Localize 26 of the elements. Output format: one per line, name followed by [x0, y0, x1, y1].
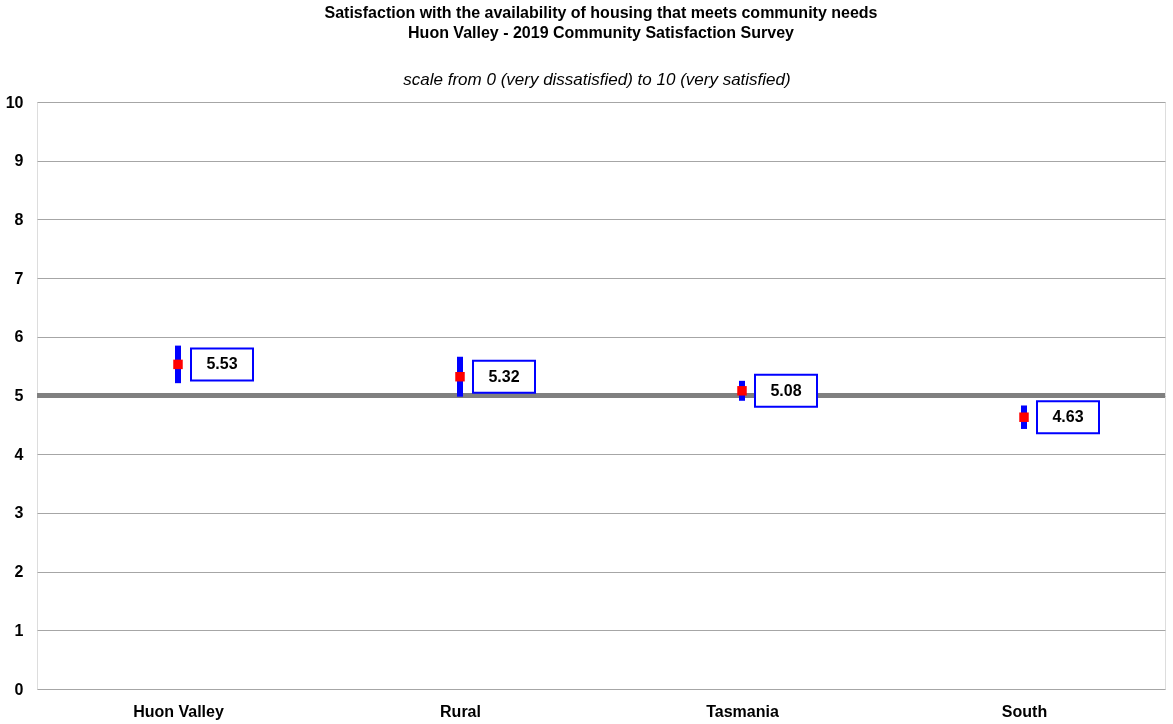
y-tick-label: 1	[14, 621, 24, 639]
point	[737, 386, 747, 396]
y-tick-label: 6	[14, 328, 24, 346]
y-tick-label: 0	[14, 680, 24, 698]
y-tick-label: 7	[14, 269, 24, 287]
y-tick-label: 2	[14, 563, 24, 581]
data-label: 4.63	[1052, 408, 1084, 426]
y-tick-label: 10	[5, 93, 24, 111]
chart-subtitle: Huon Valley - 2019 Community Satisfaction Survey	[408, 24, 795, 41]
x-tick-label: Rural	[440, 702, 481, 720]
x-tick-label: South	[1001, 702, 1048, 720]
point	[1019, 412, 1029, 422]
y-tick-label: 5	[14, 387, 24, 404]
x-tick-label: Huon Valley	[133, 702, 224, 720]
data-label: 5.53	[206, 355, 238, 373]
y-tick-label: 9	[14, 152, 24, 170]
point	[173, 359, 183, 370]
chart-title: Satisfaction with the availability of housing that meets community needs	[324, 4, 878, 21]
point	[455, 371, 465, 382]
data-label: 5.08	[770, 381, 802, 399]
data-label: 5.32	[488, 367, 520, 385]
x-tick-label: Tasmania	[706, 702, 779, 720]
y-tick-label: 4	[14, 445, 24, 463]
y-tick-label: 3	[14, 504, 24, 522]
y-tick-label: 8	[14, 210, 24, 228]
text: scale from 0 (very dissatisfied) to 10 (very satisfied)	[403, 70, 791, 89]
